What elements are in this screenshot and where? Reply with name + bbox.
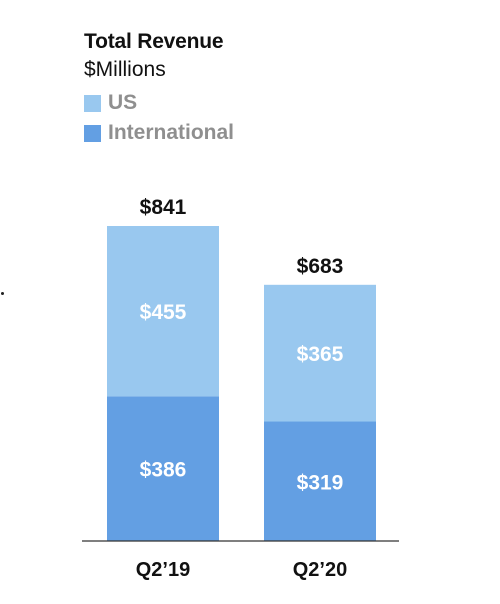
edge-dot bbox=[1, 292, 4, 295]
category-label-q2-19: Q2’19 bbox=[136, 559, 190, 581]
legend-swatch-us bbox=[84, 94, 101, 112]
data-label-international-q2-20: $319 bbox=[297, 471, 344, 494]
data-label-us-q2-20: $365 bbox=[297, 343, 344, 366]
data-label-international-q2-19: $386 bbox=[140, 459, 187, 482]
legend-item-international: International bbox=[84, 121, 234, 145]
legend-label-international: International bbox=[108, 121, 235, 144]
chart-subtitle: $Millions bbox=[84, 58, 166, 81]
category-label-q2-20: Q2’20 bbox=[293, 559, 347, 581]
legend-item-us: US bbox=[84, 91, 137, 115]
bar-us-q2-19 bbox=[107, 226, 219, 397]
legend-label-us: US bbox=[108, 91, 138, 114]
total-label-q2-19: $841 bbox=[140, 196, 187, 219]
bar-us-q2-20 bbox=[264, 284, 376, 422]
total-label-q2-20: $683 bbox=[297, 255, 344, 278]
data-label-us-q2-19: $455 bbox=[140, 301, 187, 324]
legend-swatch-international bbox=[84, 124, 101, 142]
chart-title: Total Revenue bbox=[84, 30, 224, 53]
bar-international-q2-19 bbox=[107, 396, 219, 541]
bar-international-q2-20 bbox=[264, 421, 376, 541]
